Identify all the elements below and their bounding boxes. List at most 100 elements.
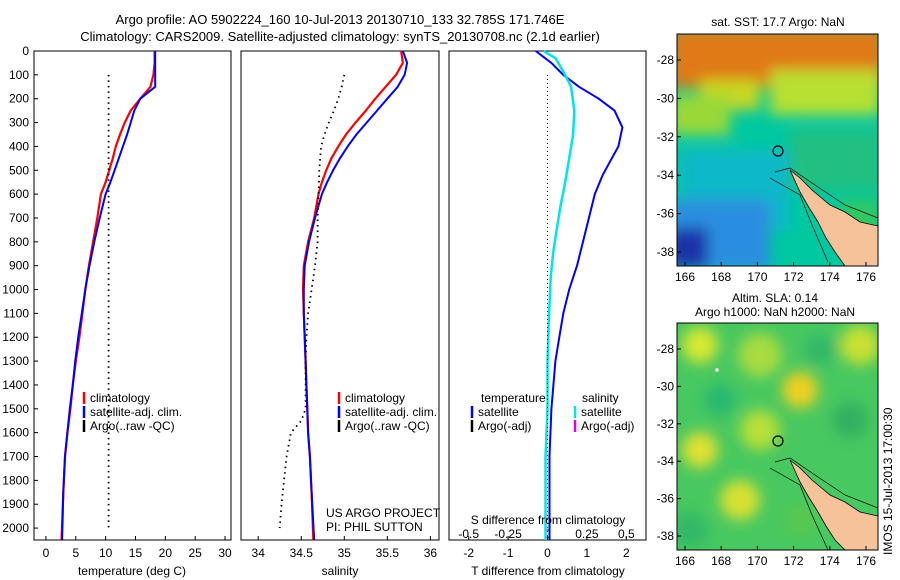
pi-annotation: PI: PHIL SUTTON [326, 520, 423, 534]
depth-tick-label: 200 [9, 92, 29, 106]
map-y-tick-label: -34 [657, 454, 675, 468]
legend-label-temp-satellite: satellite [478, 405, 519, 419]
argo-float-position-marker [772, 145, 784, 157]
depth-tick-label: 100 [9, 68, 29, 82]
sla-map-axes: 166 168 170 172 174 176 -28 -30 -32 -34 -36 -38 [657, 342, 877, 568]
series-line-satellite-adj-clim- [302, 50, 409, 541]
sst-field [677, 34, 878, 266]
x-tick-label: 20 [159, 546, 173, 560]
map-x-tick-label: 176 [856, 554, 876, 568]
x-tick-label: -2 [463, 546, 474, 560]
top-tick-label: 0 [544, 527, 551, 541]
depth-tick-label: 500 [9, 163, 29, 177]
map-x-tick-label: 168 [711, 554, 731, 568]
depth-tick-label: 900 [9, 259, 29, 273]
depth-tick-label: 300 [9, 116, 29, 130]
sst-map-title: sat. SST: 17.7 Argo: NaN [711, 15, 844, 29]
depth-tick-label: 1800 [2, 473, 29, 487]
x-tick-label: 0 [544, 546, 551, 560]
legend-label-climatology: climatology [90, 391, 150, 405]
land-mass [789, 459, 878, 550]
s-difference-label: S difference from climatology [471, 513, 626, 527]
map-y-tick-label: -38 [657, 245, 675, 259]
depth-tick-label: 800 [9, 235, 29, 249]
figure-title-line2: Climatology: CARS2009. Satellite-adjuste… [80, 29, 600, 44]
depth-tick-label: 1900 [2, 497, 29, 511]
depth-tick-label: 1000 [2, 283, 29, 297]
map-y-tick-label: -28 [657, 342, 675, 356]
depth-tick-label: 700 [9, 211, 29, 225]
series-line-satellite-adj-clim- [61, 51, 157, 541]
map-y-tick-label: -32 [657, 417, 675, 431]
sla-field [677, 323, 878, 550]
legend-label-climatology: climatology [345, 391, 405, 405]
difference-legend: temperature salinity satellite Argo(-adj… [470, 391, 634, 433]
map-x-tick-label: 174 [820, 554, 840, 568]
x-tick-label: 2 [623, 546, 630, 560]
map-y-tick-label: -30 [657, 91, 675, 105]
depth-tick-label: 0 [22, 44, 29, 58]
x-tick-label: 5 [72, 546, 79, 560]
map-x-tick-label: 172 [784, 554, 804, 568]
salinity-x-axis: 34 34.5 35 35.5 36 [252, 536, 438, 560]
top-tick-label: -0.5 [458, 527, 479, 541]
series-line-climatology [301, 50, 404, 541]
depth-tick-label: 2000 [2, 521, 29, 535]
depth-tick-label: 1100 [3, 306, 29, 320]
map-y-tick-label: -32 [657, 130, 675, 144]
map-y-tick-label: -38 [657, 529, 675, 543]
difference-x-axis: -2 -1 0 1 2 -0.5 -0.25 0 0.25 0.5 [458, 527, 635, 560]
x-tick-label: 30 [218, 546, 232, 560]
map-x-tick-label: 166 [675, 554, 695, 568]
salinity-plot-frame [240, 50, 440, 541]
top-tick-label: 0.25 [575, 527, 599, 541]
legend-heading-salinity: salinity [582, 391, 619, 405]
x-tick-label: 34.5 [290, 546, 314, 560]
x-tick-label: 36 [424, 546, 438, 560]
x-tick-label: 1 [584, 546, 591, 560]
project-annotation: US ARGO PROJECT [326, 506, 441, 520]
t-difference-label: T difference from climatology [471, 564, 625, 578]
series-line-argo-raw-qc- [278, 74, 346, 529]
x-tick-label: 10 [99, 546, 113, 560]
x-tick-label: -1 [503, 546, 514, 560]
x-tick-label: 34 [252, 546, 266, 560]
depth-tick-label: 1300 [2, 354, 29, 368]
temperature-x-label: temperature (deg C) [78, 564, 186, 578]
salinity-series [278, 50, 409, 541]
map-x-tick-label: 172 [784, 270, 804, 284]
top-tick-label: 0.5 [618, 527, 635, 541]
x-tick-label: 35.5 [376, 546, 400, 560]
sla-map-title1: Altim. SLA: 0.14 [732, 291, 818, 305]
depth-tick-label: 400 [9, 139, 29, 153]
map-y-tick-label: -28 [657, 53, 675, 67]
x-tick-label: 15 [129, 546, 143, 560]
map-x-tick-label: 166 [675, 270, 695, 284]
land-mass [789, 169, 878, 266]
legend-label-argo: Argo(..raw -QC) [90, 419, 175, 433]
salinity-legend: climatology satellite-adj. clim. Argo(..… [337, 391, 437, 433]
temperature-x-axis: 0 5 10 15 20 25 30 [43, 536, 232, 560]
map-x-tick-label: 174 [820, 270, 840, 284]
figure-title-line1: Argo profile: AO 5902224_160 10-Jul-2013… [116, 12, 565, 27]
legend-label-satellite-adj: satellite-adj. clim. [345, 405, 437, 419]
depth-tick-label: 1400 [2, 378, 29, 392]
depth-tick-label: 600 [9, 187, 29, 201]
imos-timestamp: IMOS 15-Jul-2013 17:00:30 [881, 407, 895, 555]
series-line-temperature-satellite [535, 50, 624, 540]
difference-panel: -2 -1 0 1 2 -0.5 -0.25 0 0.25 0.5 S difference fr… [448, 49, 647, 578]
temperature-panel: 0 100 200 300 400 500 600 700 800 900 1000 1100 1200… [2, 44, 232, 578]
legend-label-sal-satellite: satellite [581, 405, 622, 419]
legend-label-argo: Argo(..raw -QC) [345, 419, 430, 433]
legend-heading-temperature: temperature [481, 391, 546, 405]
argo-float-position-marker [772, 435, 784, 447]
map-x-tick-label: 170 [747, 554, 767, 568]
depth-axis: 0 100 200 300 400 500 600 700 800 900 1000 1100 1200… [2, 44, 38, 535]
temperature-series [60, 51, 157, 541]
salinity-x-label: salinity [322, 564, 359, 578]
depth-tick-label: 1200 [2, 330, 29, 344]
map-y-tick-label: -36 [657, 207, 675, 221]
depth-tick-label: 1700 [2, 450, 29, 464]
legend-label-temp-argo: Argo(-adj) [478, 419, 531, 433]
